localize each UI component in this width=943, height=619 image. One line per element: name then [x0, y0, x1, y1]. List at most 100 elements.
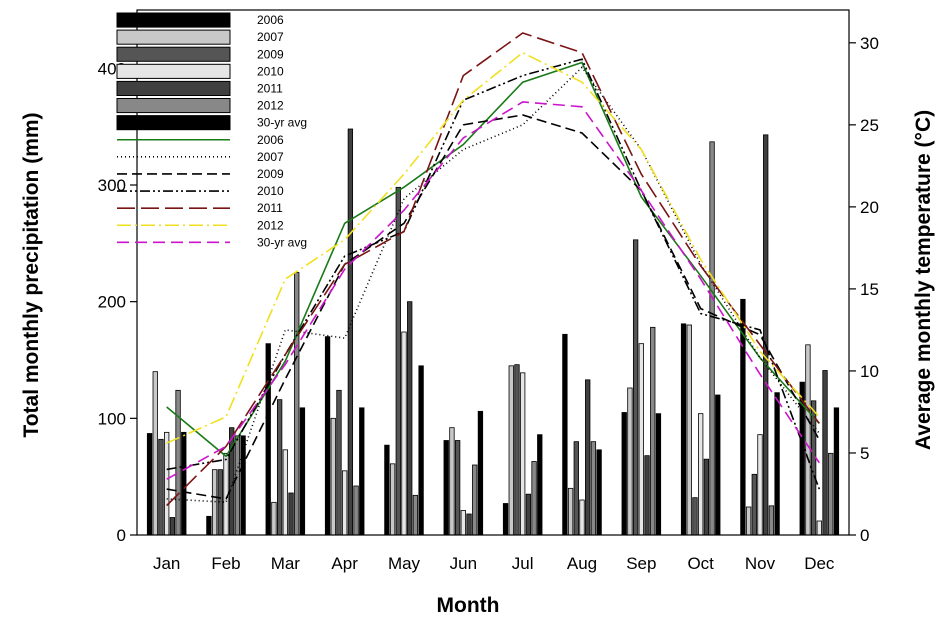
precip-bar: [407, 301, 413, 536]
precip-bar: [774, 392, 780, 536]
precip-bar: [833, 407, 840, 536]
precip-bar: [324, 336, 331, 536]
precip-bar: [449, 427, 455, 536]
legend-swatch: [116, 115, 231, 131]
precip-bars-layer: [146, 128, 840, 536]
precip-bar: [265, 343, 271, 536]
precip-bar: [621, 412, 627, 536]
precip-bar: [347, 128, 354, 536]
temperature-line: [166, 32, 820, 507]
precip-bar: [234, 435, 241, 536]
y-left-tick-label: 300: [98, 176, 126, 195]
precip-bar: [299, 407, 306, 536]
precip-bar: [359, 407, 365, 536]
x-tick-label: Jan: [153, 554, 180, 573]
precip-bar: [805, 344, 811, 536]
precip-bar: [466, 513, 472, 536]
precip-bar: [585, 379, 591, 536]
legend-label: 2007: [257, 30, 284, 44]
y-right-tick-label: 0: [860, 526, 869, 545]
x-tick-label: Jun: [450, 554, 477, 573]
precip-bar: [508, 365, 514, 536]
precip-bar: [389, 463, 396, 536]
precip-bar: [443, 440, 449, 536]
precip-bar: [472, 464, 478, 536]
precip-bar: [336, 389, 342, 536]
precip-bar: [573, 441, 579, 536]
precip-bar: [158, 438, 164, 536]
legend-label: 2010: [257, 64, 284, 78]
precip-bar: [644, 455, 650, 536]
precip-bar: [146, 433, 153, 536]
legend-label: 2011: [257, 82, 283, 96]
precip-bar: [152, 371, 158, 536]
legend-label: 2006: [257, 13, 284, 27]
legend-swatch: [116, 46, 231, 62]
x-tick-label: May: [388, 554, 421, 573]
y-right-tick-label: 10: [860, 362, 879, 381]
precip-bar: [181, 431, 187, 536]
temperature-line: [166, 58, 821, 490]
precip-bar: [520, 372, 526, 536]
precip-bar: [502, 503, 509, 536]
precip-bar: [763, 134, 769, 536]
y-left-tick-label: 100: [98, 409, 126, 428]
temperature-lines-layer: [166, 32, 821, 507]
legend-label: 2006: [257, 133, 284, 147]
x-tick-label: Sep: [626, 554, 656, 573]
y-right-tick-label: 30: [860, 34, 879, 53]
legend-label: 30-yr avg: [257, 116, 307, 130]
precip-bar: [627, 387, 633, 536]
temperature-line: [166, 101, 820, 480]
precip-bar: [395, 186, 401, 536]
precip-bar: [822, 370, 828, 536]
legend-label: 2010: [257, 184, 284, 198]
x-tick-label: Dec: [804, 554, 835, 573]
precip-bar: [816, 520, 822, 536]
precip-bar: [567, 487, 574, 536]
legend-label: 2007: [257, 150, 284, 164]
x-tick-label: Mar: [271, 554, 301, 573]
precip-bar: [418, 365, 424, 536]
precip-bar: [537, 434, 543, 536]
precip-bar: [709, 141, 715, 536]
precip-bar: [288, 492, 294, 536]
precip-bar: [240, 435, 246, 536]
legend-swatch: [116, 98, 231, 114]
x-tick-label: Nov: [745, 554, 776, 573]
legend-swatch: [116, 29, 231, 45]
precip-bar: [525, 493, 532, 536]
precip-bar: [282, 449, 288, 536]
precip-bar: [680, 323, 687, 536]
x-tick-label: Apr: [331, 554, 358, 573]
precip-bar: [686, 324, 692, 536]
precip-bar: [715, 394, 721, 536]
legend-label: 2012: [257, 218, 284, 232]
legend-swatch: [116, 80, 231, 97]
precip-bar: [460, 510, 466, 536]
precip-bar: [596, 449, 602, 536]
precip-bar: [531, 461, 537, 536]
precip-bar: [342, 470, 348, 536]
legend-label: 30-yr avg: [257, 235, 307, 249]
temperature-line: [166, 51, 820, 444]
precip-bar: [650, 326, 656, 536]
legend-label: 2012: [257, 99, 284, 113]
precip-bar: [412, 494, 419, 536]
legend-label: 2009: [257, 167, 284, 181]
legend: 2006 2007 2009 2010 2011 2012 30-yr avg 2006 200…: [116, 12, 307, 249]
precip-bar: [828, 452, 834, 536]
y-right-tick-label: 20: [860, 198, 879, 217]
x-tick-label: Jul: [512, 554, 534, 573]
y-left-tick-label: 0: [117, 526, 126, 545]
legend-swatch: [116, 12, 231, 28]
x-tick-label: Feb: [211, 554, 240, 573]
precip-bar: [454, 440, 461, 536]
y-left-tick-label: 200: [98, 293, 126, 312]
precip-bar: [384, 444, 390, 536]
precip-bar: [590, 441, 597, 536]
precip-bar: [353, 485, 359, 536]
precip-bar: [276, 399, 283, 536]
